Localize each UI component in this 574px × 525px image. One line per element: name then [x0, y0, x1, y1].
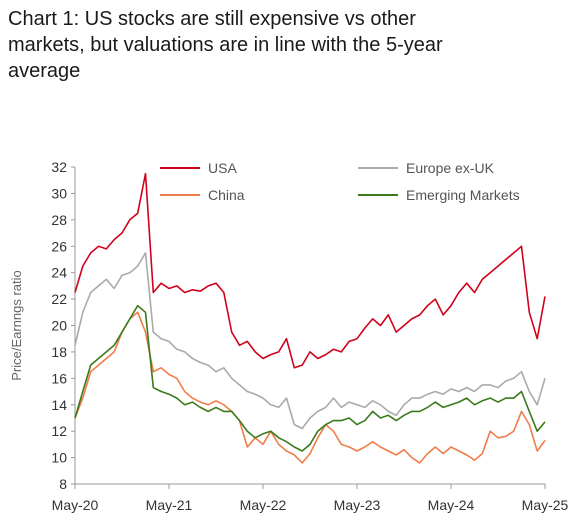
- y-tick-label: 20: [51, 318, 67, 334]
- legend-label-emerging-markets: Emerging Markets: [406, 187, 520, 203]
- chart-title: Chart 1: US stocks are still expensive v…: [8, 6, 568, 84]
- y-tick-label: 14: [51, 397, 67, 413]
- series-line-europe-ex-uk: [74, 252, 546, 430]
- legend-label-usa: USA: [208, 160, 237, 176]
- series-line-china: [74, 311, 546, 464]
- legend-label-europe-ex-uk: Europe ex-UK: [406, 160, 495, 176]
- y-tick-label: 24: [51, 265, 67, 281]
- x-tick-label: May-25: [522, 497, 569, 513]
- series-line-usa: [74, 172, 546, 369]
- y-tick-label: 22: [51, 291, 67, 307]
- y-axis-title: Price/Earnngs ratio: [9, 270, 24, 381]
- x-tick-label: May-21: [146, 497, 193, 513]
- y-tick-label: 12: [51, 423, 67, 439]
- x-tick-label: May-23: [334, 497, 381, 513]
- chart-title-line-3: average: [8, 60, 81, 82]
- y-tick-label: 30: [51, 185, 67, 201]
- chart-title-line-2: markets, but valuations are in line with…: [8, 34, 443, 56]
- y-tick-label: 10: [51, 450, 67, 466]
- x-tick-label: May-20: [52, 497, 99, 513]
- y-tick-label: 16: [51, 370, 67, 386]
- y-tick-label: 18: [51, 344, 67, 360]
- x-tick-label: May-24: [428, 497, 475, 513]
- x-tick-label: May-22: [240, 497, 287, 513]
- y-tick-label: 26: [51, 238, 67, 254]
- y-tick-label: 28: [51, 212, 67, 228]
- legend-label-china: China: [208, 187, 245, 203]
- y-tick-label: 32: [51, 159, 67, 175]
- chart-title-line-1: Chart 1: US stocks are still expensive v…: [8, 8, 416, 30]
- series-line-emerging-markets: [74, 304, 546, 452]
- y-tick-label: 8: [59, 476, 67, 492]
